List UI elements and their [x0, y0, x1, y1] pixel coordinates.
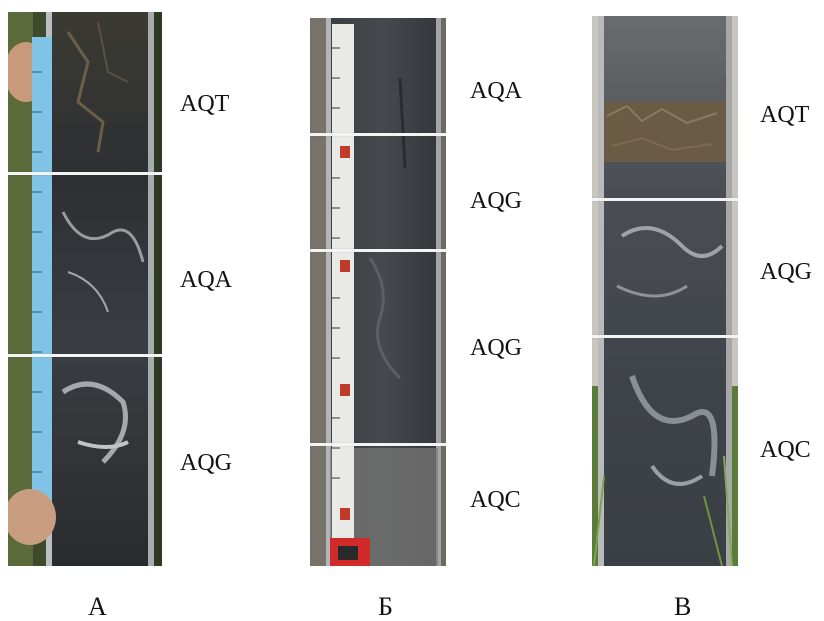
horizon-divider: [8, 354, 162, 357]
horizon-divider: [310, 133, 446, 136]
horizon-label: AQG: [180, 450, 232, 476]
horizon-label: AQC: [470, 487, 521, 513]
horizon-label: AQA: [470, 78, 522, 104]
horizon-label: AQC: [760, 437, 811, 463]
core-photo-b: [310, 18, 446, 566]
panel-caption: В: [674, 592, 692, 621]
horizon-divider: [592, 335, 738, 338]
panel-caption: Б: [378, 592, 393, 621]
core-photo-c-image: [592, 16, 738, 566]
horizon-label: AQT: [180, 91, 230, 117]
horizon-divider: [310, 443, 446, 446]
horizon-divider: [310, 249, 446, 252]
horizon-label: AQG: [470, 335, 522, 361]
horizon-label: AQT: [760, 102, 810, 128]
horizon-label: AQG: [760, 259, 812, 285]
panel-caption: А: [88, 592, 107, 621]
horizon-label: AQA: [180, 267, 232, 293]
core-photo-a-image: [8, 12, 162, 566]
core-photo-b-image: [310, 18, 446, 566]
core-photo-a: [8, 12, 162, 566]
horizon-label: AQG: [470, 188, 522, 214]
horizon-divider: [8, 172, 162, 175]
horizon-divider: [592, 198, 738, 201]
core-photo-c: [592, 16, 738, 566]
